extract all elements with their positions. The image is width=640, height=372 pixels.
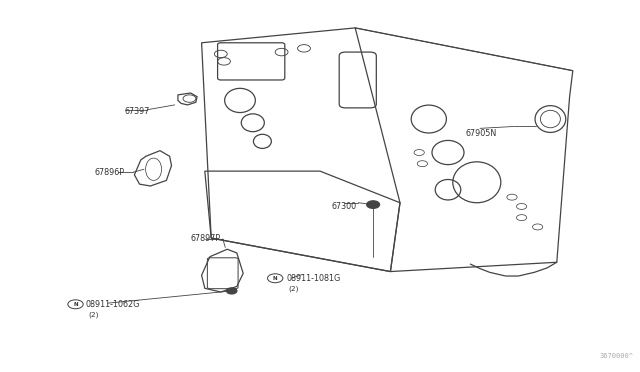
Text: (2): (2) [88, 311, 99, 318]
Circle shape [367, 201, 380, 208]
Text: 67896P: 67896P [95, 168, 125, 177]
Text: N: N [273, 276, 278, 281]
Text: 3670000^: 3670000^ [600, 353, 634, 359]
Text: 67397: 67397 [125, 107, 150, 116]
Text: 67897P: 67897P [191, 234, 221, 243]
Text: 67905N: 67905N [466, 129, 497, 138]
Text: 67300: 67300 [332, 202, 356, 211]
Text: 08911-1081G: 08911-1081G [286, 274, 340, 283]
Text: 08911-1062G: 08911-1062G [85, 300, 140, 309]
Text: N: N [73, 302, 78, 307]
Circle shape [227, 288, 237, 294]
Text: (2): (2) [288, 285, 298, 292]
